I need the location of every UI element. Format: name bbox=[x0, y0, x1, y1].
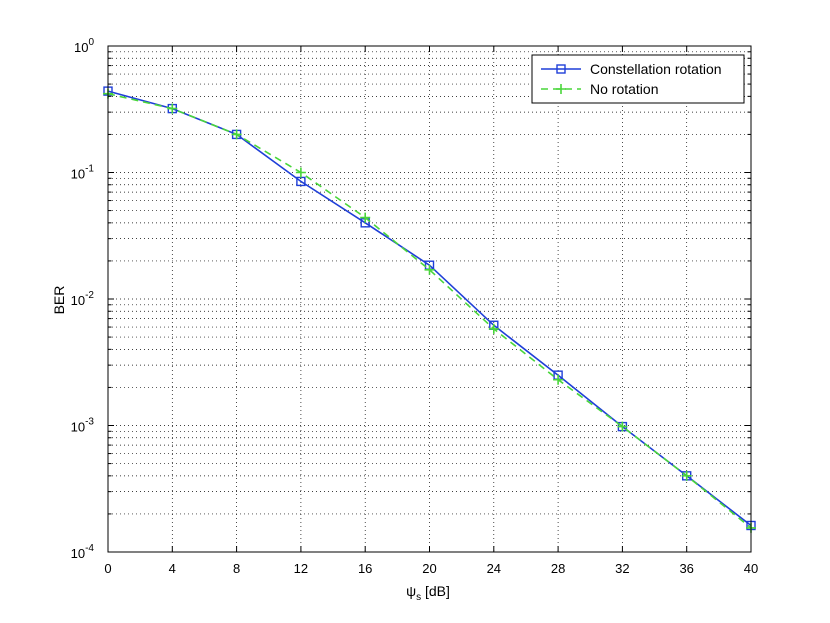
y-tick-label-base: 10 bbox=[74, 40, 88, 55]
y-tick-label: 10-1 bbox=[71, 164, 95, 182]
x-tick-label: 36 bbox=[679, 561, 693, 576]
y-tick-label-base: 10 bbox=[71, 293, 85, 308]
y-tick-label-base: 10 bbox=[71, 167, 85, 182]
series-marker-plus bbox=[617, 421, 628, 432]
x-tick-label: 8 bbox=[233, 561, 240, 576]
x-tick-label: 0 bbox=[104, 561, 111, 576]
x-tick-label: 28 bbox=[551, 561, 565, 576]
y-tick-label-exponent: 0 bbox=[88, 37, 94, 48]
ticks bbox=[107, 46, 752, 553]
y-tick-label: 10-4 bbox=[71, 543, 95, 561]
x-tick-label: 40 bbox=[744, 561, 758, 576]
legend-label-no-rotation: No rotation bbox=[590, 81, 658, 97]
x-axis-label: ψs [dB] bbox=[406, 583, 450, 603]
legend-marker-no-rotation bbox=[556, 84, 566, 94]
y-tick-label-base: 10 bbox=[71, 420, 85, 435]
y-tick-label: 10-2 bbox=[71, 290, 95, 308]
x-tick-label: 4 bbox=[169, 561, 176, 576]
legend-box bbox=[531, 54, 745, 104]
legend-marker-constellation-rotation bbox=[556, 64, 566, 74]
x-tick-label: 24 bbox=[487, 561, 501, 576]
series-marker-plus bbox=[681, 470, 692, 481]
x-tick-label: 20 bbox=[422, 561, 436, 576]
y-tick-label: 10-3 bbox=[71, 417, 95, 435]
series-marker-plus bbox=[488, 323, 499, 334]
x-axis-label-symbol: ψ bbox=[406, 583, 416, 599]
y-tick-label: 100 bbox=[74, 37, 94, 55]
y-axis-label: BER bbox=[51, 286, 67, 315]
legend-label-constellation-rotation: Constellation rotation bbox=[590, 61, 722, 77]
x-axis-label-unit: [dB] bbox=[421, 583, 450, 599]
grid bbox=[108, 46, 751, 552]
series-marker-plus bbox=[360, 212, 371, 223]
x-axis-label-subscript: s bbox=[416, 592, 421, 603]
x-tick-label: 32 bbox=[615, 561, 629, 576]
series-marker-plus bbox=[295, 167, 306, 178]
x-tick-label: 12 bbox=[294, 561, 308, 576]
series-line-1 bbox=[107, 92, 752, 529]
series-marker-plus bbox=[231, 129, 242, 140]
series-marker-plus bbox=[424, 264, 435, 275]
y-tick-label-exponent: -2 bbox=[85, 290, 94, 301]
series-marker-plus bbox=[167, 103, 178, 114]
y-tick-label-exponent: -3 bbox=[85, 417, 94, 428]
y-tick-label-base: 10 bbox=[71, 546, 85, 561]
y-tick-label-exponent: -4 bbox=[85, 543, 94, 554]
y-tick-label-exponent: -1 bbox=[85, 164, 94, 175]
legend: Constellation rotation No rotation bbox=[531, 54, 745, 104]
x-tick-labels: 0 4 8 12 16 20 24 28 32 36 40 bbox=[104, 561, 758, 576]
x-tick-label: 16 bbox=[358, 561, 372, 576]
series-marker-plus bbox=[553, 374, 564, 385]
